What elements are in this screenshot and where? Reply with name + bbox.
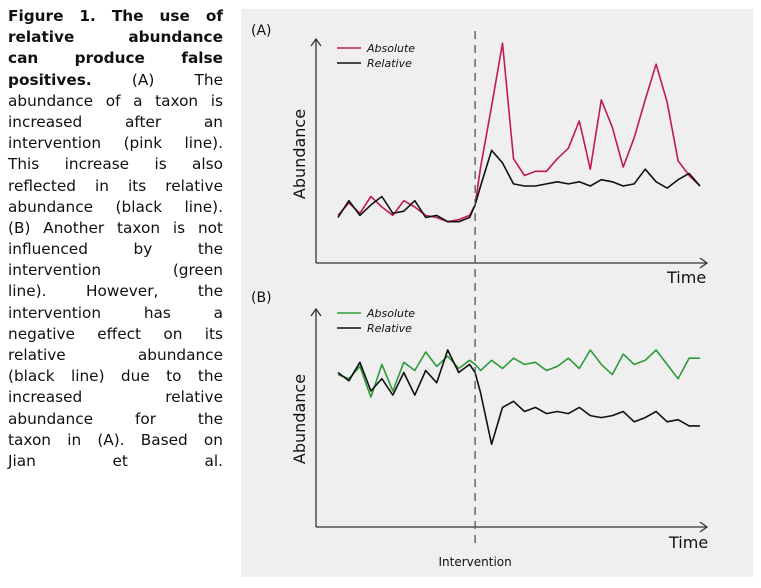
- caption-text: abundance of a taxon is: [8, 91, 223, 110]
- y-axis-label: Abundance: [290, 374, 309, 464]
- series-line-absolute: [337, 42, 701, 223]
- caption-text: intervention has a: [8, 303, 223, 322]
- x-axis-label: Time: [666, 268, 706, 287]
- caption-line: intervention has a: [8, 303, 223, 324]
- legend-label-absolute: Absolute: [366, 42, 415, 55]
- caption-line: relative abundance: [8, 345, 223, 366]
- panel-label: (B): [251, 290, 272, 306]
- caption-line: intervention (pink line).: [8, 133, 223, 154]
- y-axis-label: Abundance: [290, 109, 309, 199]
- y-axis-arrow: [310, 37, 322, 47]
- caption-bold-text: relative abundance: [8, 28, 223, 47]
- caption-bold-text: Figure 1. The use of: [8, 7, 223, 25]
- legend-label-absolute: Absolute: [366, 307, 415, 320]
- caption-line: abundance (black line).: [8, 197, 223, 218]
- caption-text: (black line) due to the: [8, 367, 223, 386]
- caption-line: increased after an: [8, 112, 223, 133]
- caption-text: (B) Another taxon is not: [8, 218, 223, 237]
- y-axis-arrow: [310, 307, 322, 317]
- caption-text: increased after an: [8, 112, 223, 131]
- caption-text: intervention (pink line).: [8, 134, 223, 153]
- figure-panel: (A) Time Abundance Absolute Relative (B) Time A…: [241, 9, 753, 577]
- caption-line: increased relative: [8, 387, 223, 408]
- caption-text: This increase is also: [8, 155, 223, 174]
- caption-text: abundance for the: [8, 409, 223, 428]
- x-axis-arrow: [699, 257, 709, 269]
- series-line-absolute: [337, 349, 700, 398]
- caption-line: abundance of a taxon is: [8, 91, 223, 112]
- caption-text: abundance (black line).: [8, 197, 223, 216]
- figure-caption: Figure 1. The use of relative abundance ca…: [8, 6, 223, 472]
- caption-text: reflected in its relative: [8, 176, 223, 195]
- caption-line: This increase is also: [8, 154, 223, 175]
- caption-line: influenced by the: [8, 239, 223, 260]
- legend-label-relative: Relative: [367, 322, 412, 335]
- caption-text: negative effect on its: [8, 324, 223, 343]
- caption-line: abundance for the: [8, 409, 223, 430]
- caption-bold-text: positives.: [8, 70, 92, 89]
- caption-line: taxon in (A). Based on: [8, 430, 223, 451]
- caption-line: (B) Another taxon is not: [8, 218, 223, 239]
- x-axis-label: Time: [668, 533, 708, 552]
- caption-line: Figure 1. The use of: [8, 6, 223, 27]
- intervention-label: Intervention: [438, 555, 511, 569]
- panel-label: (A): [251, 23, 272, 39]
- caption-line: Jian et al.: [8, 451, 223, 472]
- caption-line: (black line) due to the: [8, 366, 223, 387]
- caption-line: negative effect on its: [8, 324, 223, 345]
- caption-line: line). However, the: [8, 281, 223, 302]
- legend-label-relative: Relative: [367, 57, 412, 70]
- caption-line: relative abundance: [8, 27, 223, 48]
- x-axis-arrow: [699, 521, 709, 533]
- caption-line: intervention (green: [8, 260, 223, 281]
- caption-text: line). However, the: [8, 282, 223, 301]
- caption-text: influenced by the: [8, 240, 223, 259]
- series-line-relative: [337, 349, 700, 446]
- caption-line: positives. (A) The: [8, 70, 223, 91]
- caption-line: reflected in its relative: [8, 176, 223, 197]
- caption-text: relative abundance: [8, 346, 223, 364]
- caption-text: (A) The: [91, 70, 223, 89]
- caption-text: increased relative: [8, 388, 223, 407]
- caption-text: intervention (green: [8, 261, 223, 280]
- caption-bold-text: can produce false: [8, 49, 223, 68]
- caption-text: Jian et al.: [8, 451, 223, 470]
- caption-line: can produce false: [8, 48, 223, 69]
- caption-text: taxon in (A). Based on: [8, 430, 223, 449]
- figure-svg: (A) Time Abundance Absolute Relative (B) Time A…: [251, 23, 709, 569]
- series-line-relative: [337, 149, 701, 223]
